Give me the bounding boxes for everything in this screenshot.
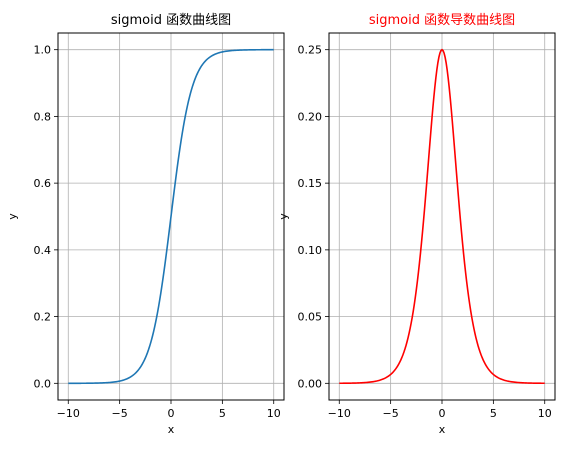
x-tick-label: 0 [439, 407, 446, 420]
x-tick-label: 10 [267, 407, 281, 420]
x-tick-label: −5 [383, 407, 399, 420]
y-tick-label: 0.6 [34, 177, 52, 190]
grid-derivative [329, 33, 555, 400]
x-tick-label: 5 [219, 407, 226, 420]
sigmoid-line [68, 48, 274, 385]
chart-sigmoid: −10 −5 0 5 10 0.0 0.2 0.4 0.6 0.8 1.0 sigmoid 函数曲… [6, 13, 285, 436]
x-ticks-sigmoid: −10 −5 0 5 10 [57, 400, 281, 420]
derivative-line [339, 48, 545, 385]
x-tick-label: 5 [490, 407, 497, 420]
chart-title-sigmoid: sigmoid 函数曲线图 [111, 13, 231, 28]
chart-title-derivative: sigmoid 函数导数曲线图 [369, 13, 515, 28]
y-tick-label: 0.20 [298, 110, 323, 123]
x-tick-label: −5 [112, 407, 128, 420]
x-ticks-derivative: −10 −5 0 5 10 [328, 400, 552, 420]
y-ticks-sigmoid: 0.0 0.2 0.4 0.6 0.8 1.0 [34, 44, 58, 390]
y-tick-label: 0.15 [298, 177, 323, 190]
x-axis-label-derivative: x [439, 423, 446, 436]
y-axis-label-sigmoid: y [6, 213, 19, 220]
x-tick-label: 0 [168, 407, 175, 420]
y-tick-label: 0.0 [34, 377, 52, 390]
chart-sigmoid-derivative: −10 −5 0 5 10 0.00 0.05 0.10 0.15 0.20 0.25 sigmo… [277, 13, 556, 436]
y-tick-label: 0.05 [298, 311, 323, 324]
y-axis-label-derivative: y [277, 213, 290, 220]
x-tick-label: −10 [57, 407, 80, 420]
y-tick-label: 0.10 [298, 244, 323, 257]
y-tick-label: 0.00 [298, 377, 323, 390]
x-tick-label: −10 [328, 407, 351, 420]
y-tick-label: 0.8 [34, 110, 52, 123]
y-ticks-derivative: 0.00 0.05 0.10 0.15 0.20 0.25 [298, 44, 329, 390]
x-axis-label-sigmoid: x [168, 423, 175, 436]
y-tick-label: 0.2 [34, 311, 52, 324]
x-tick-label: 10 [538, 407, 552, 420]
y-tick-label: 0.4 [34, 244, 52, 257]
y-tick-label: 0.25 [298, 44, 323, 57]
y-tick-label: 1.0 [34, 44, 52, 57]
